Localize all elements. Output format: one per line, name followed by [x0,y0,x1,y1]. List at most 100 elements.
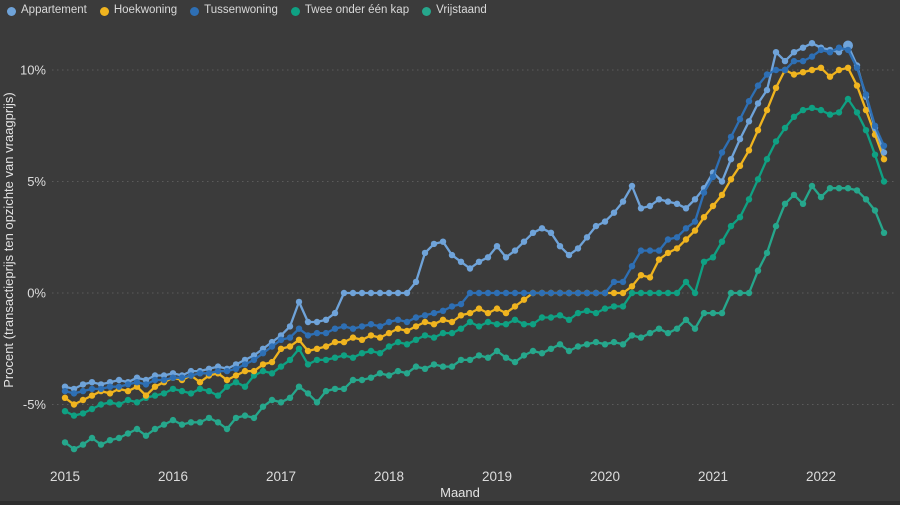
data-point[interactable] [133,383,141,390]
series-twee-onder-n-kap[interactable] [61,95,888,419]
data-point[interactable] [430,361,438,368]
data-point[interactable] [484,254,492,261]
data-point[interactable] [331,325,339,332]
data-point[interactable] [817,193,825,201]
data-point[interactable] [205,414,213,422]
data-point[interactable] [70,385,78,393]
data-point[interactable] [835,185,843,192]
data-point[interactable] [826,73,834,80]
data-point[interactable] [79,396,87,404]
data-point[interactable] [295,336,303,343]
data-point[interactable] [412,323,420,330]
data-point[interactable] [178,387,186,395]
data-point[interactable] [61,387,69,395]
data-point[interactable] [727,222,735,230]
data-point[interactable] [115,376,123,384]
data-point[interactable] [673,325,681,332]
data-point[interactable] [466,265,474,272]
data-point[interactable] [196,419,204,426]
data-point[interactable] [187,372,195,379]
data-point[interactable] [358,289,366,297]
data-point[interactable] [574,343,582,350]
data-point[interactable] [556,312,564,319]
data-point[interactable] [808,40,816,47]
data-point[interactable] [169,416,177,424]
data-point[interactable] [745,147,753,154]
data-point[interactable] [376,334,384,341]
data-point[interactable] [250,367,258,375]
data-point[interactable] [844,185,852,192]
data-point[interactable] [736,214,744,221]
data-point[interactable] [682,225,690,232]
data-point[interactable] [178,421,186,428]
data-point[interactable] [88,434,96,442]
data-point[interactable] [124,430,132,437]
data-point[interactable] [772,222,780,230]
data-point[interactable] [700,189,708,196]
data-point[interactable] [394,316,402,323]
data-point[interactable] [187,367,195,375]
data-point[interactable] [862,196,870,203]
data-point[interactable] [241,361,249,368]
data-point[interactable] [340,352,348,359]
data-point[interactable] [439,316,447,323]
data-point[interactable] [718,309,726,317]
data-point[interactable] [880,142,888,149]
data-point[interactable] [367,289,375,297]
data-point[interactable] [403,327,411,335]
data-point[interactable] [385,318,393,326]
data-point[interactable] [259,361,267,368]
data-point[interactable] [619,341,627,348]
data-point[interactable] [664,236,672,243]
data-point[interactable] [574,245,582,252]
data-point[interactable] [880,149,888,156]
data-point[interactable] [160,421,168,428]
data-point[interactable] [385,372,393,379]
data-point[interactable] [511,316,519,323]
data-point[interactable] [727,156,735,163]
data-point[interactable] [448,303,456,310]
data-point[interactable] [286,323,294,330]
data-point[interactable] [421,318,429,326]
data-point[interactable] [538,314,546,321]
data-point[interactable] [250,356,258,364]
data-point[interactable] [430,309,438,317]
data-point[interactable] [403,289,411,297]
data-point[interactable] [880,156,888,163]
data-point[interactable] [430,321,438,328]
data-point[interactable] [862,106,870,114]
data-point[interactable] [214,367,222,375]
data-point[interactable] [799,106,807,114]
data-point[interactable] [169,385,177,393]
data-point[interactable] [817,64,825,72]
data-point[interactable] [511,247,519,254]
data-point[interactable] [745,196,753,203]
data-point[interactable] [304,347,312,355]
data-point[interactable] [664,289,672,297]
data-point[interactable] [520,289,528,297]
data-point[interactable] [241,412,249,419]
series-vrijstaand[interactable] [61,182,888,453]
data-point[interactable] [520,238,528,245]
data-point[interactable] [340,338,348,346]
data-point[interactable] [340,385,348,393]
data-point[interactable] [214,419,222,426]
data-point[interactable] [412,314,420,321]
data-point[interactable] [691,196,699,203]
data-point[interactable] [331,385,339,393]
data-point[interactable] [592,309,600,317]
data-point[interactable] [763,249,771,257]
data-point[interactable] [502,254,510,261]
data-point[interactable] [412,278,420,286]
data-point[interactable] [466,289,474,297]
data-point[interactable] [232,361,240,368]
data-point[interactable] [223,376,231,384]
data-point[interactable] [421,249,429,257]
data-point[interactable] [556,341,564,348]
data-point[interactable] [745,118,753,125]
data-point[interactable] [214,363,222,370]
data-point[interactable] [268,343,276,350]
data-point[interactable] [835,44,843,51]
data-point[interactable] [664,249,672,257]
data-point[interactable] [97,385,105,393]
